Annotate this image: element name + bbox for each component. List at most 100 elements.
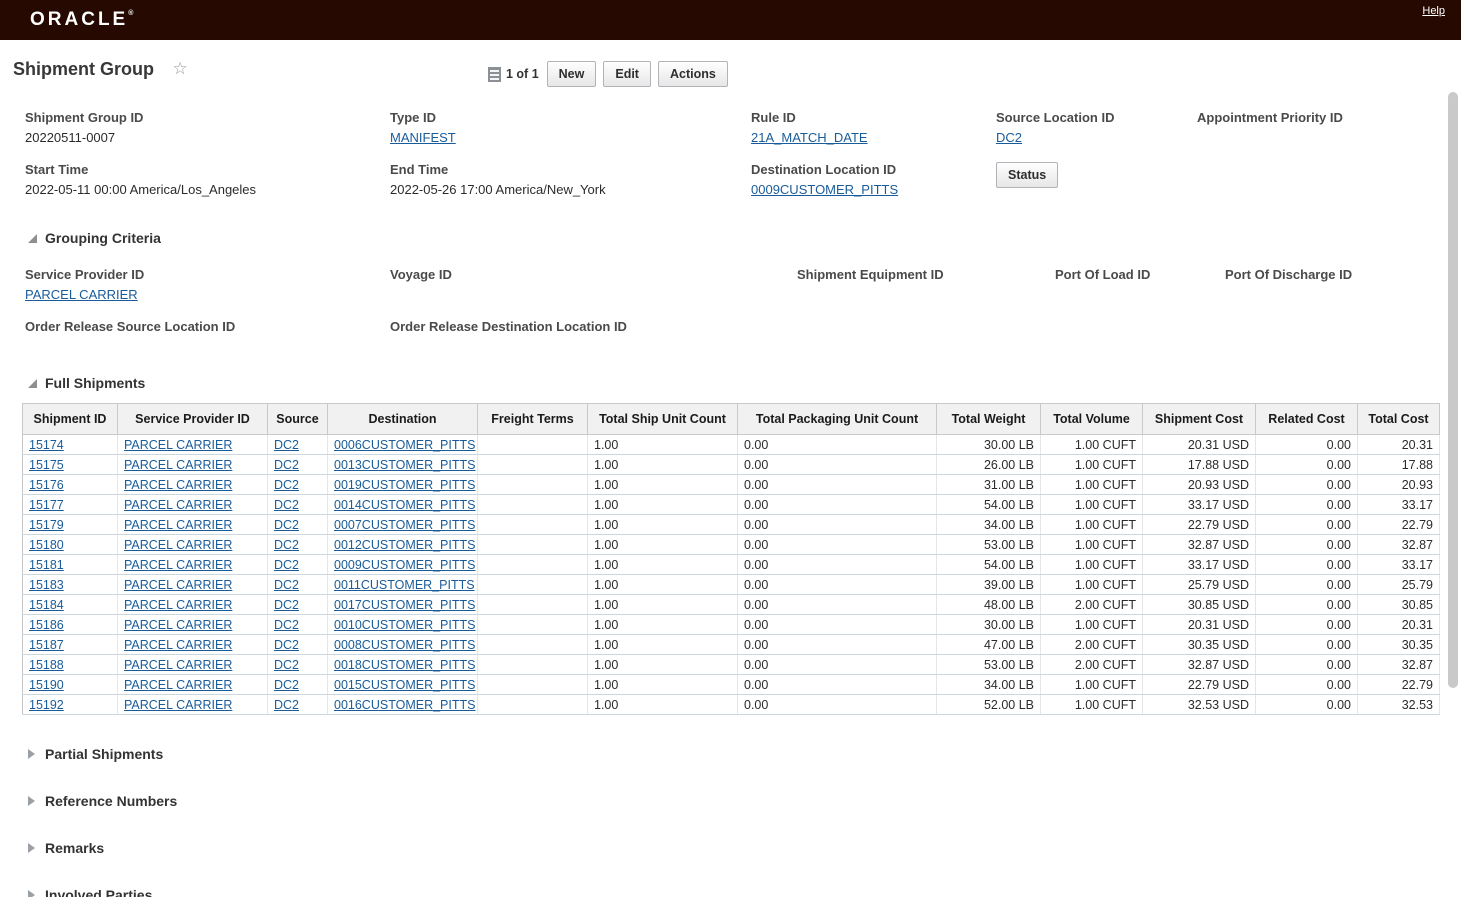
expand-icon[interactable] <box>28 749 35 759</box>
shipment-id-link[interactable]: 15192 <box>29 697 64 712</box>
shipment-id-link[interactable]: 15180 <box>29 537 64 552</box>
source-link[interactable]: DC2 <box>274 617 300 632</box>
service-provider-link[interactable]: PARCEL CARRIER <box>124 597 233 612</box>
source-link[interactable]: DC2 <box>274 657 300 672</box>
collapse-icon[interactable] <box>28 378 37 388</box>
column-header[interactable]: Total Packaging Unit Count <box>737 403 937 435</box>
destination-link[interactable]: 0013CUSTOMER_PITTS <box>334 457 476 472</box>
type-id-link[interactable]: MANIFEST <box>390 130 456 145</box>
source-link[interactable]: DC2 <box>274 557 300 572</box>
section-title: Involved Parties <box>45 887 153 897</box>
destination-location-link[interactable]: 0009CUSTOMER_PITTS <box>751 182 899 197</box>
destination-link[interactable]: 0015CUSTOMER_PITTS <box>334 677 476 692</box>
destination-link[interactable]: 0019CUSTOMER_PITTS <box>334 477 476 492</box>
destination-link[interactable]: 0016CUSTOMER_PITTS <box>334 697 476 712</box>
help-link[interactable]: Help <box>1422 5 1445 17</box>
source-link[interactable]: DC2 <box>274 497 300 512</box>
shipment-id-link[interactable]: 15183 <box>29 577 64 592</box>
service-provider-link[interactable]: PARCEL CARRIER <box>25 287 138 302</box>
grouping-criteria-fields: Service Provider ID PARCEL CARRIER Voyag… <box>0 267 1461 371</box>
column-header[interactable]: Destination <box>327 403 478 435</box>
shipment-id-link[interactable]: 15181 <box>29 557 64 572</box>
column-header[interactable]: Total Cost <box>1357 403 1440 435</box>
service-provider-link[interactable]: PARCEL CARRIER <box>124 497 233 512</box>
source-link[interactable]: DC2 <box>274 577 300 592</box>
source-link[interactable]: DC2 <box>274 457 300 472</box>
source-link[interactable]: DC2 <box>274 517 300 532</box>
service-provider-link[interactable]: PARCEL CARRIER <box>124 617 233 632</box>
service-provider-link[interactable]: PARCEL CARRIER <box>124 517 233 532</box>
section-remarks[interactable]: Remarks <box>28 840 1461 856</box>
destination-link[interactable]: 0011CUSTOMER_PITTS <box>334 577 475 592</box>
actions-button[interactable]: Actions <box>657 61 728 87</box>
shipment-id-link[interactable]: 15186 <box>29 617 64 632</box>
destination-link[interactable]: 0014CUSTOMER_PITTS <box>334 497 476 512</box>
service-provider-link[interactable]: PARCEL CARRIER <box>124 697 233 712</box>
source-link[interactable]: DC2 <box>274 477 300 492</box>
shipment-id-link[interactable]: 15175 <box>29 457 64 472</box>
column-header[interactable]: Total Volume <box>1040 403 1143 435</box>
column-header[interactable]: Total Ship Unit Count <box>587 403 738 435</box>
source-link[interactable]: DC2 <box>274 537 300 552</box>
section-reference-numbers[interactable]: Reference Numbers <box>28 793 1461 809</box>
favorite-star-icon[interactable]: ☆ <box>172 59 188 78</box>
expand-icon[interactable] <box>28 890 35 897</box>
column-header[interactable]: Shipment Cost <box>1142 403 1256 435</box>
section-grouping-criteria[interactable]: Grouping Criteria <box>28 230 1461 246</box>
shipment-id-link[interactable]: 15176 <box>29 477 64 492</box>
column-header[interactable]: Related Cost <box>1255 403 1358 435</box>
shipment-id-link[interactable]: 15187 <box>29 637 64 652</box>
source-link[interactable]: DC2 <box>274 597 300 612</box>
total-cost-cell: 33.17 <box>1357 554 1440 575</box>
destination-link[interactable]: 0009CUSTOMER_PITTS <box>334 557 476 572</box>
column-header[interactable]: Shipment ID <box>22 403 118 435</box>
freight-terms-cell <box>477 654 588 675</box>
destination-link[interactable]: 0012CUSTOMER_PITTS <box>334 537 476 552</box>
total-ship-unit-count-cell: 1.00 <box>587 434 738 455</box>
service-provider-link[interactable]: PARCEL CARRIER <box>124 577 233 592</box>
source-link[interactable]: DC2 <box>274 697 300 712</box>
service-provider-link[interactable]: PARCEL CARRIER <box>124 657 233 672</box>
expand-icon[interactable] <box>28 796 35 806</box>
rule-id-link[interactable]: 21A_MATCH_DATE <box>751 130 868 145</box>
service-provider-link[interactable]: PARCEL CARRIER <box>124 637 233 652</box>
shipment-id-link[interactable]: 15174 <box>29 437 64 452</box>
expand-icon[interactable] <box>28 843 35 853</box>
section-involved-parties[interactable]: Involved Parties <box>28 887 1461 897</box>
column-header[interactable]: Total Weight <box>936 403 1041 435</box>
section-partial-shipments[interactable]: Partial Shipments <box>28 746 1461 762</box>
column-header[interactable]: Source <box>267 403 328 435</box>
edit-button[interactable]: Edit <box>603 61 651 87</box>
status-button[interactable]: Status <box>996 162 1059 188</box>
source-link[interactable]: DC2 <box>274 637 300 652</box>
destination-link[interactable]: 0006CUSTOMER_PITTS <box>334 437 476 452</box>
shipment-id-link[interactable]: 15179 <box>29 517 64 532</box>
service-provider-link[interactable]: PARCEL CARRIER <box>124 537 233 552</box>
service-provider-link[interactable]: PARCEL CARRIER <box>124 437 233 452</box>
destination-link[interactable]: 0018CUSTOMER_PITTS <box>334 657 476 672</box>
section-full-shipments[interactable]: Full Shipments <box>28 375 1461 391</box>
source-location-link[interactable]: DC2 <box>996 130 1023 145</box>
column-header[interactable]: Freight Terms <box>477 403 588 435</box>
shipment-id-link[interactable]: 15184 <box>29 597 64 612</box>
shipment-id-link[interactable]: 15190 <box>29 677 64 692</box>
shipment-id-link[interactable]: 15177 <box>29 497 64 512</box>
service-provider-link[interactable]: PARCEL CARRIER <box>124 557 233 572</box>
shipment-id-link[interactable]: 15188 <box>29 657 64 672</box>
source-link[interactable]: DC2 <box>274 677 300 692</box>
service-provider-link[interactable]: PARCEL CARRIER <box>124 477 233 492</box>
destination-link[interactable]: 0017CUSTOMER_PITTS <box>334 597 476 612</box>
service-provider-link[interactable]: PARCEL CARRIER <box>124 457 233 472</box>
total-weight-cell: 54.00 LB <box>936 554 1041 575</box>
total-packaging-unit-count-cell: 0.00 <box>737 554 937 575</box>
column-header[interactable]: Service Provider ID <box>117 403 268 435</box>
collapse-icon[interactable] <box>28 233 37 243</box>
new-button[interactable]: New <box>546 61 597 87</box>
result-list-icon[interactable] <box>488 66 501 82</box>
destination-link[interactable]: 0008CUSTOMER_PITTS <box>334 637 476 652</box>
service-provider-link[interactable]: PARCEL CARRIER <box>124 677 233 692</box>
destination-link[interactable]: 0010CUSTOMER_PITTS <box>334 617 476 632</box>
destination-link[interactable]: 0007CUSTOMER_PITTS <box>334 517 476 532</box>
vertical-scrollbar-thumb[interactable] <box>1448 92 1458 688</box>
source-link[interactable]: DC2 <box>274 437 300 452</box>
